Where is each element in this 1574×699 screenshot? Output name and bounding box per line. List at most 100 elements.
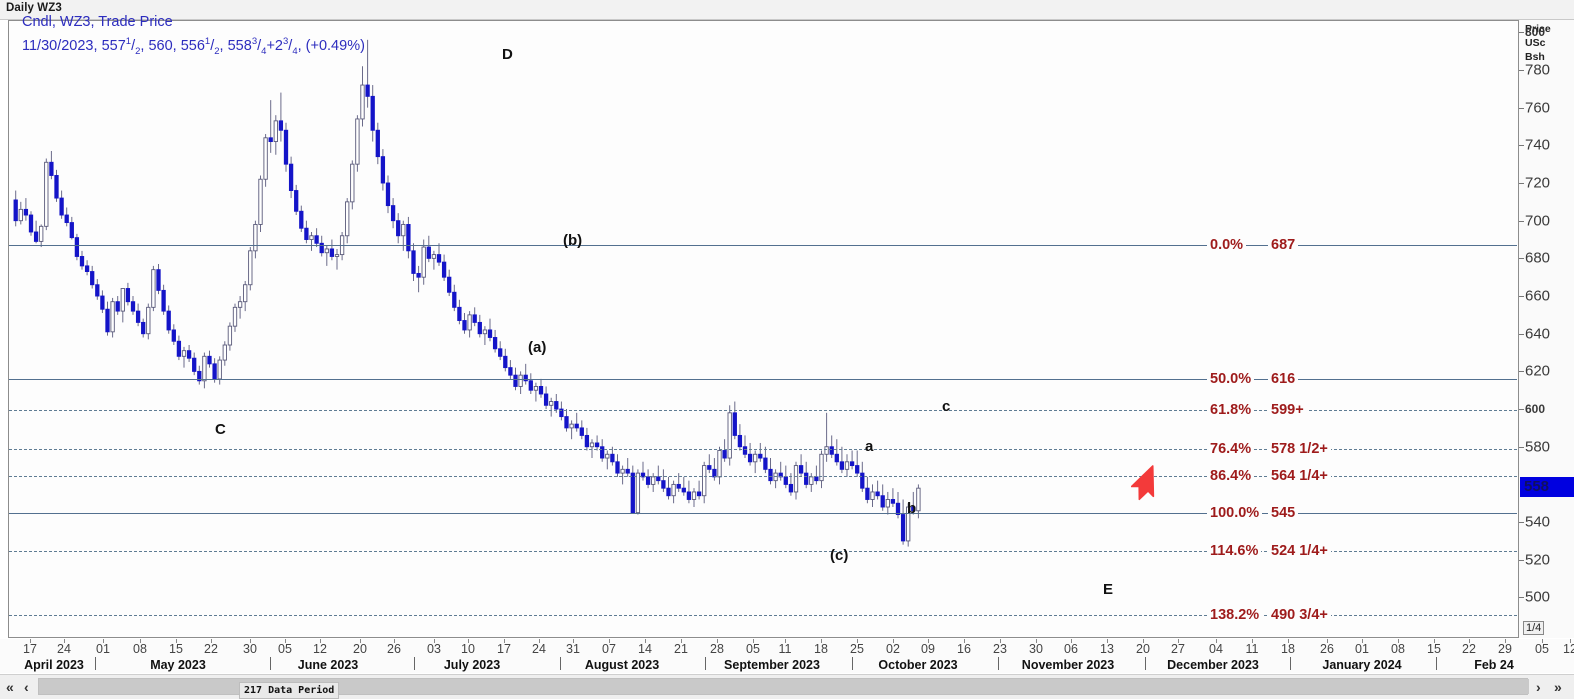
date-tickmark bbox=[64, 639, 65, 643]
date-tick-day: 13 bbox=[1100, 642, 1114, 656]
candle-body-down bbox=[390, 205, 396, 222]
price-tickmark bbox=[1519, 296, 1524, 298]
candle-body-down bbox=[666, 487, 671, 497]
candle-body-down bbox=[79, 256, 85, 267]
date-tickmark bbox=[1107, 639, 1108, 643]
fib-line-138.2[interactable] bbox=[9, 614, 1517, 616]
candle-body-down bbox=[299, 210, 304, 229]
price-tick-540: 540 bbox=[1525, 513, 1551, 531]
candle-body-down bbox=[900, 514, 906, 542]
scrollbar-thumb[interactable] bbox=[39, 679, 1529, 694]
date-tickmark bbox=[468, 639, 469, 643]
candle-body-up bbox=[482, 329, 488, 335]
candle-body-up bbox=[717, 450, 722, 478]
candle-body-down bbox=[156, 269, 161, 291]
candle-body-down bbox=[645, 476, 651, 485]
candle-body-up bbox=[819, 453, 824, 482]
tick-size-badge[interactable]: 1/4 bbox=[1523, 621, 1545, 635]
date-tick-day: 26 bbox=[1320, 642, 1334, 656]
candle-body-up bbox=[605, 453, 610, 459]
wave-label-c: (c) bbox=[830, 547, 849, 564]
candle-body-down bbox=[370, 95, 375, 131]
date-tick-day: 12 bbox=[1563, 642, 1574, 656]
candle-body-up bbox=[151, 269, 156, 308]
candle-body-down bbox=[100, 295, 105, 310]
legend-date: 11/30/2023 bbox=[22, 37, 94, 54]
date-tickmark bbox=[250, 639, 251, 643]
candle-body-down bbox=[115, 301, 120, 312]
candle-body-up bbox=[248, 250, 253, 286]
date-axis-separator bbox=[270, 657, 271, 670]
price-tick-580: 580 bbox=[1525, 438, 1551, 456]
candle-body-down bbox=[492, 337, 498, 350]
date-axis[interactable]: 17 24 01 08 15 22 30 05 12 20 26 03 10 17 24 31 07 14 21 28… bbox=[0, 639, 1574, 673]
candle-body-down bbox=[498, 348, 503, 357]
candle-body-down bbox=[314, 235, 319, 244]
scroll-prev-button[interactable]: ‹ bbox=[24, 679, 29, 695]
candle-body-down bbox=[396, 220, 401, 237]
scroll-first-button[interactable]: « bbox=[6, 679, 14, 695]
candle-body-down bbox=[365, 84, 370, 97]
scroll-next-button[interactable]: › bbox=[1536, 679, 1541, 695]
price-tick-500: 500 bbox=[1525, 588, 1551, 606]
date-tick-day: 14 bbox=[638, 642, 652, 656]
date-tick-day: 09 bbox=[921, 642, 935, 656]
candle-body-down bbox=[768, 468, 773, 482]
candle-body-up bbox=[401, 223, 406, 237]
candle-body-down bbox=[283, 129, 289, 165]
candle-body-up bbox=[345, 201, 350, 237]
candle-body-down bbox=[84, 265, 90, 272]
price-tickmark bbox=[1519, 107, 1524, 109]
fib-line-50.0[interactable] bbox=[9, 378, 1517, 380]
candle-body-down bbox=[865, 487, 870, 500]
candle-body-down bbox=[834, 453, 839, 463]
date-tick-day: 22 bbox=[1462, 642, 1476, 656]
chart-plot-area[interactable] bbox=[9, 21, 1517, 637]
candle-body-down bbox=[747, 453, 753, 463]
horizontal-scrollbar[interactable]: « ‹ 217 Data Period › » bbox=[0, 674, 1574, 699]
wave-label-b: (b) bbox=[563, 232, 583, 249]
date-tickmark bbox=[1143, 639, 1144, 643]
candle-body-down bbox=[447, 276, 452, 293]
date-tick-day: 05 bbox=[1535, 642, 1549, 656]
candle-body-down bbox=[895, 502, 901, 516]
scroll-last-button[interactable]: » bbox=[1554, 679, 1562, 695]
candle-body-down bbox=[207, 355, 212, 365]
date-tickmark bbox=[1434, 639, 1435, 643]
date-axis-month: May 2023 bbox=[150, 658, 206, 672]
date-tick-day: 24 bbox=[532, 642, 546, 656]
legend-high: 560 bbox=[148, 37, 173, 54]
window-titlebar: Daily WZ3 bbox=[0, 0, 1574, 20]
date-axis-separator bbox=[1436, 657, 1437, 670]
price-axis[interactable]: Price USc Bsh 800 780 760 740 720 700 680 660 64… bbox=[1518, 20, 1574, 638]
fib-line-114.6[interactable] bbox=[9, 551, 1517, 553]
date-tick-day: 12 bbox=[313, 642, 327, 656]
fib-line-100.0[interactable] bbox=[9, 512, 1517, 514]
date-tickmark bbox=[1327, 639, 1328, 643]
fib-line-0.0[interactable] bbox=[9, 245, 1517, 247]
date-tick-day: 08 bbox=[133, 642, 147, 656]
date-tick-day: 04 bbox=[1209, 642, 1223, 656]
candle-body-down bbox=[288, 163, 294, 191]
date-tickmark bbox=[753, 639, 754, 643]
price-tick-720: 720 bbox=[1525, 174, 1551, 192]
candle-body-down bbox=[130, 301, 136, 312]
date-tick-day: 17 bbox=[23, 642, 37, 656]
candle-body-up bbox=[120, 288, 125, 312]
candle-body-down bbox=[54, 175, 59, 199]
candle-body-down bbox=[176, 340, 182, 357]
date-tickmark bbox=[1178, 639, 1179, 643]
candle-body-up bbox=[146, 306, 151, 335]
candle-body-down bbox=[579, 427, 584, 436]
candle-body-down bbox=[615, 461, 620, 474]
candle-body-down bbox=[508, 367, 513, 376]
fib-line-61.8[interactable] bbox=[9, 410, 1517, 411]
candle-body-up bbox=[237, 301, 243, 308]
candle-body-up bbox=[258, 178, 263, 225]
candle-body-down bbox=[758, 453, 763, 459]
date-axis-separator bbox=[1290, 657, 1291, 670]
fib-line-76.4[interactable] bbox=[9, 449, 1517, 451]
candle-body-up bbox=[727, 412, 732, 459]
scrollbar-track[interactable]: 217 Data Period bbox=[38, 678, 1529, 699]
fib-line-86.4[interactable] bbox=[9, 476, 1517, 478]
